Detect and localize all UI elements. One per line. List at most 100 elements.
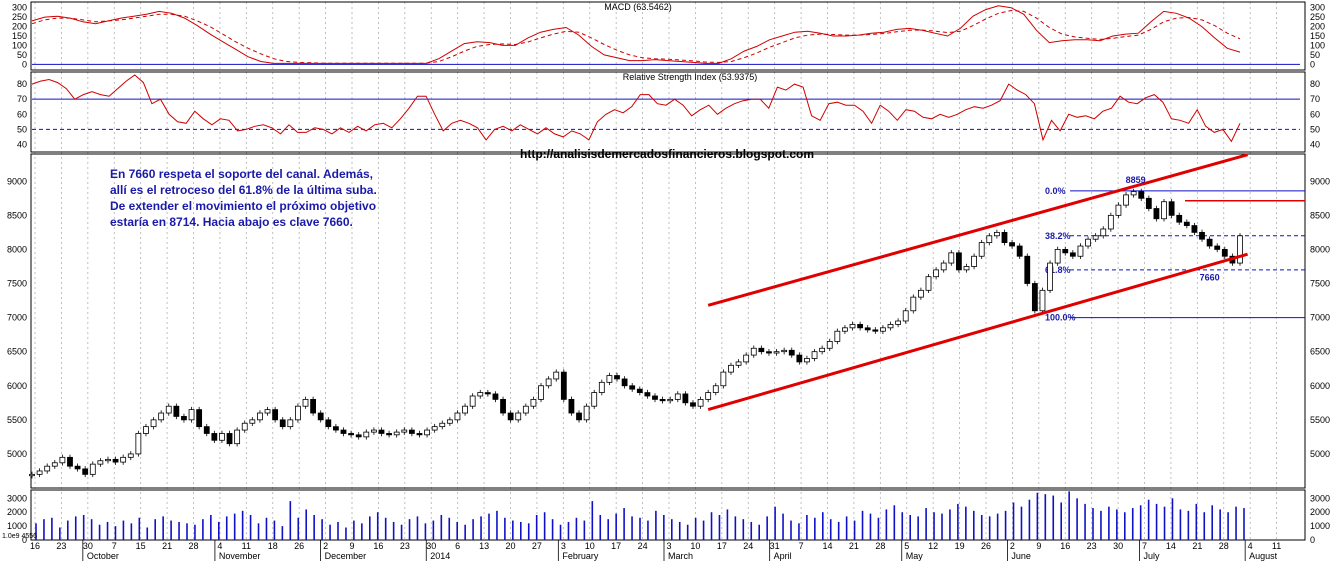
x-day-label: 3	[561, 541, 566, 551]
candle-body	[971, 255, 977, 267]
x-month-label: April	[774, 551, 792, 561]
candle-body	[462, 405, 468, 414]
candle-body	[826, 341, 833, 349]
x-day-label: 7	[112, 541, 117, 551]
candle-body	[295, 405, 301, 421]
fib-label: 100.0%	[1045, 313, 1076, 323]
y-tick-label-right: 0	[1310, 535, 1315, 545]
vertical-gridlines	[34, 2, 1277, 540]
x-day-label: 16	[30, 541, 40, 551]
candle-body	[143, 426, 149, 434]
candle-body	[105, 458, 111, 462]
candle-body	[363, 431, 370, 438]
candle-body	[781, 349, 788, 353]
y-tick-label-right: 8000	[1310, 244, 1330, 254]
candle-body	[89, 463, 96, 475]
analysis-note: En 7660 respeta el soporte del canal. Ad…	[110, 166, 430, 230]
candle-body	[1016, 245, 1023, 257]
candle-body	[993, 231, 1000, 237]
candle-body	[925, 276, 932, 291]
y-tick-label-left: 150	[12, 31, 27, 41]
y-tick-label-left: 5000	[7, 449, 27, 459]
candle-body	[1237, 235, 1243, 264]
y-tick-label-right: 6000	[1310, 381, 1330, 391]
x-day-label: 4	[1248, 541, 1253, 551]
candle-body	[44, 465, 51, 472]
x-day-label: 26	[981, 541, 991, 551]
candle-body	[51, 462, 58, 467]
y-tick-label-right: 100	[1310, 40, 1325, 50]
candle-body	[127, 453, 134, 458]
x-day-label: 10	[585, 541, 595, 551]
candle-body	[1168, 201, 1175, 216]
candle-body	[933, 269, 940, 278]
candle-body	[249, 419, 256, 424]
x-day-label: 5	[904, 541, 909, 551]
annotation-high: 8859	[1126, 175, 1146, 185]
candle-body	[728, 364, 734, 373]
candle-body	[424, 429, 430, 436]
candle-body	[705, 392, 712, 400]
candle-body	[568, 398, 575, 414]
x-day-label: 18	[268, 541, 278, 551]
candle-body	[849, 324, 856, 329]
candle-body	[500, 398, 506, 414]
candle-body	[621, 378, 628, 387]
candle-body	[1123, 194, 1129, 206]
candle-body	[1107, 214, 1114, 230]
candle-body	[1161, 201, 1167, 220]
candle-body	[872, 329, 879, 332]
candle-body	[515, 412, 522, 421]
candle-body	[614, 375, 620, 380]
candle-body	[1024, 255, 1031, 284]
y-tick-label-right: 9000	[1310, 176, 1330, 186]
candle-body	[659, 398, 666, 402]
x-day-label: 27	[532, 541, 542, 551]
x-month-label: May	[906, 551, 924, 561]
candle-body	[348, 433, 354, 436]
volume-scale-label: 1.0e9 4556	[2, 533, 37, 540]
candle-body	[29, 473, 35, 477]
blog-url[interactable]: http://analisisdemercadosfinancieros.blo…	[520, 147, 815, 161]
candle-body	[918, 289, 924, 298]
x-day-label: 24	[743, 541, 753, 551]
x-month-label: December	[325, 551, 367, 561]
candle-body	[173, 405, 180, 417]
candle-body	[910, 296, 917, 312]
candle-body	[257, 412, 263, 421]
candle-body	[317, 412, 324, 421]
x-day-label: 21	[162, 541, 172, 551]
y-tick-label-right: 0	[1310, 59, 1315, 69]
candle-body	[758, 347, 765, 353]
fib-label: 0.0%	[1045, 186, 1066, 196]
candle-body	[1069, 252, 1076, 257]
x-day-label: 2	[323, 541, 328, 551]
candle-body	[408, 429, 415, 434]
candle-body	[378, 429, 385, 434]
y-tick-label-left: 100	[12, 40, 27, 50]
y-tick-label-left: 2000	[7, 507, 27, 517]
y-tick-label-left: 8500	[7, 210, 27, 220]
candle-body	[1145, 197, 1152, 209]
macd-frame	[30, 1, 1306, 71]
volume-frame	[30, 489, 1306, 541]
x-day-label: 23	[56, 541, 66, 551]
candle-body	[887, 324, 894, 329]
y-tick-label-left: 6000	[7, 381, 27, 391]
candle-body	[82, 468, 89, 475]
x-day-label: 3	[666, 541, 671, 551]
x-month-label: October	[87, 551, 119, 561]
x-axis: 16 23 30 7 15 21 28 4 11 18 26 2 9 16 23 30 6 13 20 27 3 10 17…	[30, 540, 1281, 561]
price-channel	[707, 153, 1249, 412]
price-candles	[29, 188, 1243, 479]
rsi-frame	[30, 71, 1306, 153]
y-tick-label-left: 7000	[7, 313, 27, 323]
volume-bars	[35, 491, 1245, 540]
y-tick-label-right: 40	[1310, 139, 1320, 149]
x-day-label: 23	[1087, 541, 1097, 551]
candle-body	[446, 419, 453, 424]
candle-body	[1214, 245, 1221, 250]
